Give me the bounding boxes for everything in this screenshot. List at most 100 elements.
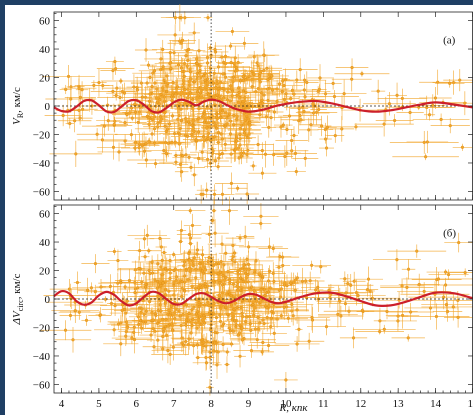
data-point	[135, 88, 140, 92]
data-point	[73, 119, 77, 123]
data-point	[150, 84, 154, 89]
data-point	[192, 173, 196, 177]
data-point	[307, 339, 311, 343]
data-point	[294, 169, 298, 174]
data-point	[197, 156, 201, 161]
data-point	[183, 87, 187, 92]
data-point	[123, 139, 127, 143]
data-point	[446, 272, 451, 277]
data-point	[225, 350, 229, 354]
data-point	[195, 61, 199, 66]
data-point	[180, 280, 184, 284]
data-point	[220, 324, 224, 328]
data-point	[159, 296, 163, 300]
data-point	[262, 93, 266, 97]
data-point	[291, 314, 295, 318]
data-point	[238, 288, 243, 292]
data-point	[289, 281, 293, 285]
data-point	[400, 284, 404, 288]
data-point	[132, 325, 136, 329]
data-point	[240, 311, 244, 315]
data-point	[230, 258, 234, 262]
data-point	[221, 72, 225, 76]
data-point	[215, 93, 219, 97]
data-point	[234, 134, 238, 138]
data-point	[218, 319, 223, 324]
y-tick-label: −40	[33, 351, 51, 363]
data-point	[284, 92, 288, 96]
data-point	[333, 134, 337, 138]
data-point	[237, 86, 241, 90]
data-point	[245, 315, 249, 319]
data-point	[281, 79, 285, 83]
data-point	[113, 304, 117, 308]
data-point	[197, 49, 201, 53]
data-point	[132, 85, 136, 89]
data-point	[286, 316, 290, 320]
data-point	[197, 304, 201, 309]
data-point	[190, 308, 194, 312]
panel-b-label: (б)	[443, 227, 456, 239]
data-point	[158, 119, 162, 124]
data-point	[189, 165, 193, 169]
data-point	[295, 276, 299, 280]
data-point	[324, 146, 329, 150]
data-point	[267, 245, 272, 249]
data-point	[176, 63, 181, 67]
data-point	[332, 94, 337, 99]
data-point	[232, 123, 236, 127]
data-point	[155, 321, 160, 325]
data-point	[238, 236, 242, 240]
data-point	[123, 285, 127, 289]
x-tick-label: 14	[430, 398, 442, 410]
data-point	[188, 70, 192, 74]
data-point	[143, 285, 148, 289]
data-point	[187, 47, 191, 51]
data-point	[261, 101, 265, 105]
x-axis-title: R, кпк	[278, 402, 308, 414]
data-point	[188, 91, 192, 95]
panel-b-ylabel-unit: , км/с	[11, 273, 23, 299]
data-point	[242, 151, 246, 155]
x-tick-label: 11	[318, 398, 329, 410]
data-point	[262, 287, 267, 292]
data-point	[174, 153, 178, 158]
data-point	[212, 209, 216, 213]
x-tick-label: 6	[134, 398, 140, 410]
data-point	[205, 188, 209, 192]
data-point	[406, 336, 410, 340]
data-point	[164, 267, 168, 271]
panel-a-ylabel-main: V	[11, 117, 23, 125]
x-tick-label: 7	[171, 398, 177, 410]
y-tick-label: −60	[33, 186, 51, 198]
data-point	[406, 267, 411, 271]
data-point	[162, 327, 166, 331]
fit-curve	[53, 98, 473, 114]
data-point	[151, 318, 155, 322]
data-point	[198, 315, 202, 319]
data-point	[203, 303, 207, 307]
data-point	[224, 305, 228, 309]
data-point	[442, 295, 446, 299]
data-point	[229, 152, 233, 156]
data-point	[145, 233, 149, 237]
data-point	[138, 105, 142, 109]
y-tick-label: 20	[39, 73, 51, 85]
data-point	[156, 121, 160, 125]
data-point	[241, 89, 245, 93]
data-point	[199, 322, 203, 327]
data-point	[179, 16, 183, 20]
data-point	[71, 338, 75, 342]
data-point	[236, 333, 240, 337]
data-point	[75, 280, 80, 285]
data-point	[225, 116, 229, 120]
data-point	[113, 59, 117, 64]
data-point	[216, 165, 220, 169]
x-tick-label: 15	[468, 398, 473, 410]
panel-a-ylabel-sub: R	[16, 112, 25, 118]
data-point	[260, 350, 264, 354]
data-point	[463, 270, 467, 275]
data-point	[195, 90, 200, 94]
data-point	[350, 65, 354, 70]
data-point	[248, 322, 252, 326]
